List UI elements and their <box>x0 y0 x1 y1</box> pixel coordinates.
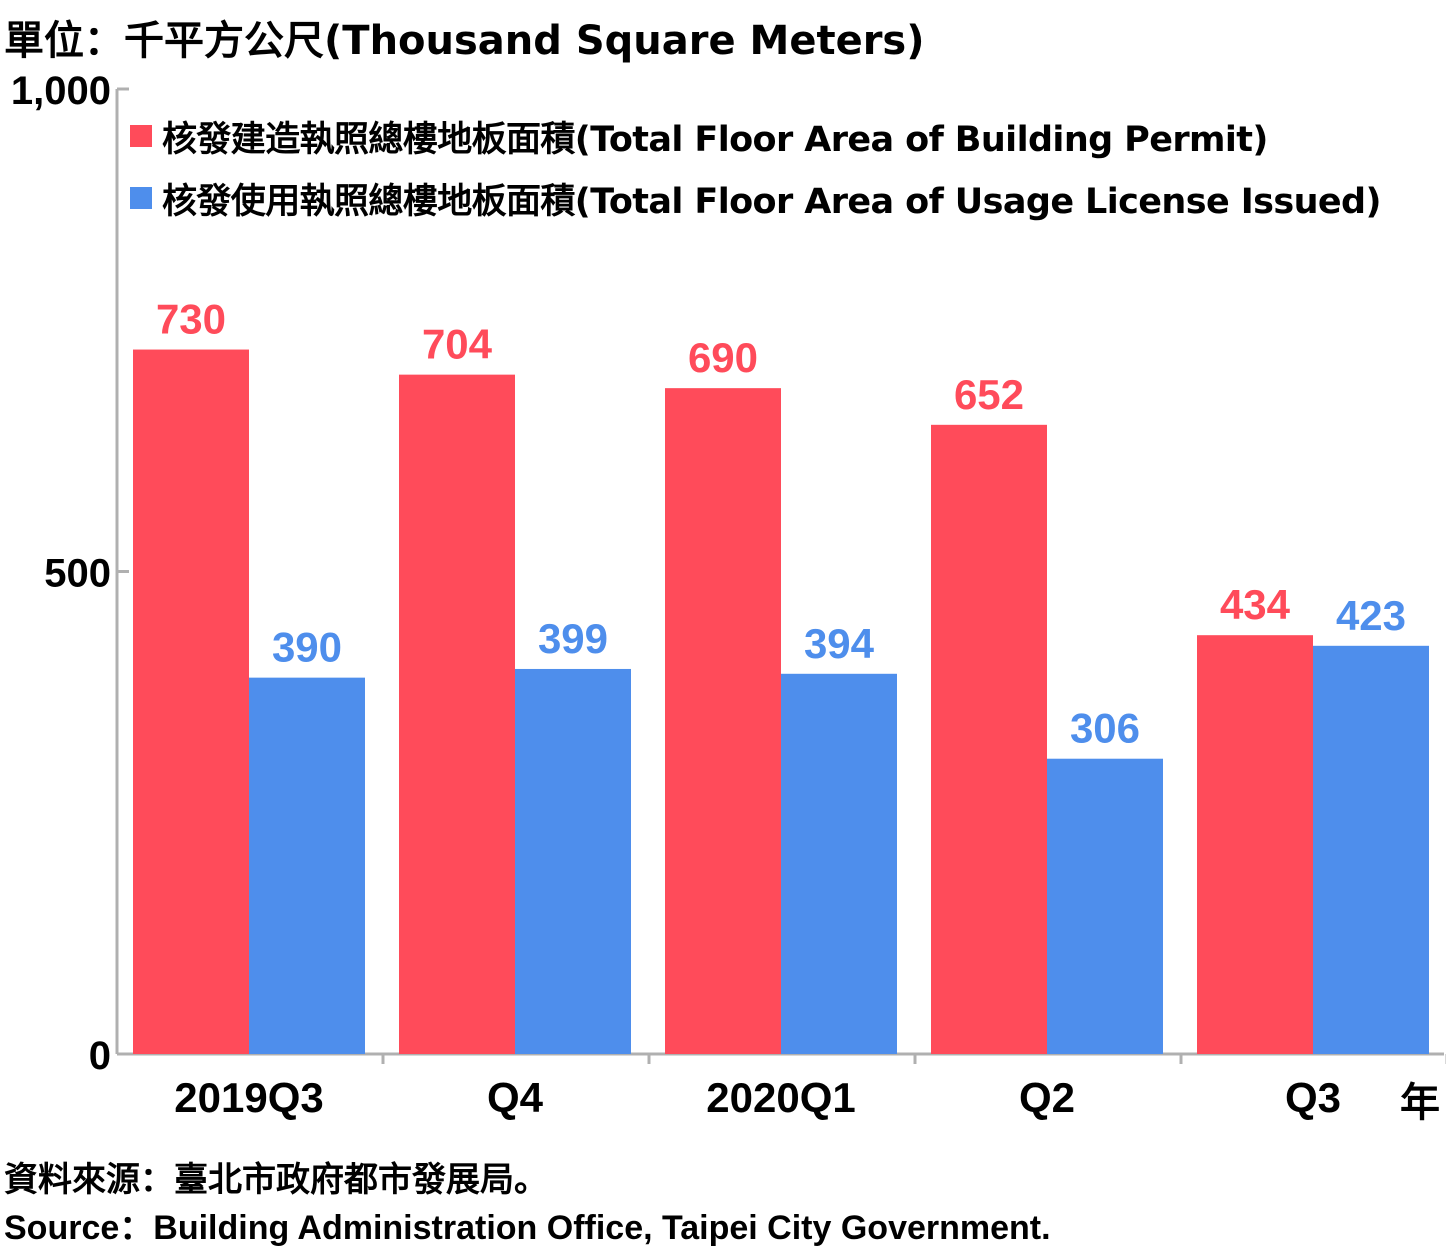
data-label-usage-license: 390 <box>272 624 342 671</box>
data-label-usage-license: 306 <box>1070 705 1140 752</box>
x-axis-year-label: 年 <box>1400 1080 1440 1126</box>
x-tick-label: Q3 <box>1285 1074 1341 1121</box>
data-label-building-permit: 730 <box>156 296 226 343</box>
legend-label-license: 核發使用執照總樓地板面積(Total Floor Area of Usage L… <box>162 181 1381 222</box>
bar-usage-license <box>1313 645 1429 1054</box>
source-note-zh: 資料來源：臺北市政府都市發展局。 <box>4 1160 548 1200</box>
data-label-building-permit: 434 <box>1220 581 1291 628</box>
bar-usage-license <box>781 673 897 1054</box>
bar-usage-license <box>1047 758 1163 1054</box>
data-label-building-permit: 690 <box>688 334 758 381</box>
x-tick-label: 2019Q3 <box>174 1074 323 1121</box>
data-label-usage-license: 399 <box>538 615 608 662</box>
y-tick-label: 1,000 <box>11 69 111 113</box>
bar-building-permit <box>399 374 515 1054</box>
data-label-building-permit: 652 <box>954 371 1024 418</box>
legend-swatch-license <box>130 187 152 209</box>
legend-item-permit: 核發建造執照總樓地板面積(Total Floor Area of Buildin… <box>130 114 1381 160</box>
source-note-en: Source：Building Administration Office, T… <box>4 1209 1051 1247</box>
bar-building-permit <box>133 349 249 1054</box>
y-tick-label: 0 <box>89 1034 111 1078</box>
chart-bars <box>133 349 1429 1054</box>
legend-swatch-permit <box>130 125 152 147</box>
bar-building-permit <box>665 388 781 1054</box>
x-tick-label: 2020Q1 <box>706 1074 855 1121</box>
x-tick-label: Q4 <box>487 1074 544 1121</box>
y-tick-label: 500 <box>44 552 111 596</box>
data-label-usage-license: 423 <box>1336 592 1406 639</box>
legend: 核發建造執照總樓地板面積(Total Floor Area of Buildin… <box>130 114 1381 238</box>
chart-labels: 730 390 2019Q3 704 399 Q4 690 394 2020Q1 652 306 Q2… <box>156 296 1406 1121</box>
legend-item-license: 核發使用執照總樓地板面積(Total Floor Area of Usage L… <box>130 176 1381 222</box>
unit-label: 單位：千平方公尺(Thousand Square Meters) <box>4 18 925 64</box>
legend-label-permit: 核發建造執照總樓地板面積(Total Floor Area of Buildin… <box>162 119 1268 160</box>
x-tick-label: Q2 <box>1019 1074 1075 1121</box>
data-label-usage-license: 394 <box>804 620 875 667</box>
bar-usage-license <box>515 668 631 1054</box>
data-label-building-permit: 704 <box>422 321 493 368</box>
bar-usage-license <box>249 677 365 1054</box>
bar-building-permit <box>1197 635 1313 1054</box>
bar-building-permit <box>931 424 1047 1054</box>
